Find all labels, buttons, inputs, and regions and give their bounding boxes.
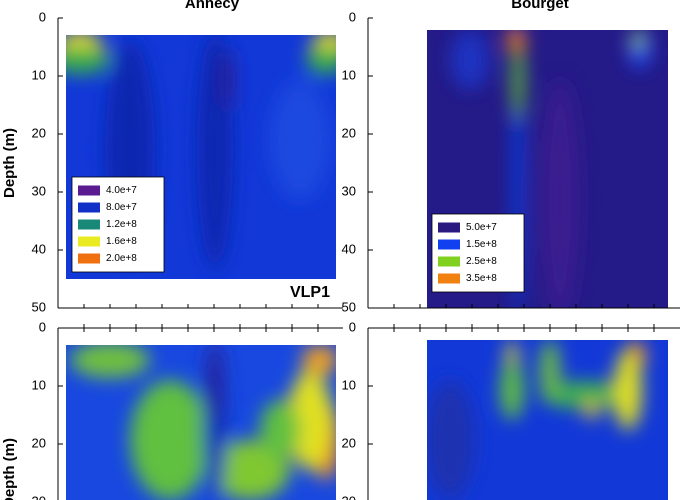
field-blob	[540, 340, 560, 400]
legend-label: 3.5e+8	[466, 273, 497, 284]
y-tick-label: 0	[349, 319, 356, 334]
legend-swatch	[78, 253, 100, 264]
y-tick-label: 40	[32, 241, 46, 256]
y-tick-label: 50	[32, 299, 46, 314]
y-tick-label: 0	[39, 9, 46, 24]
legend-label: 1.5e+8	[466, 239, 497, 250]
contour-field	[427, 340, 668, 500]
y-tick-label: 20	[342, 125, 356, 140]
field-blobs	[427, 340, 646, 500]
y-tick-label: 0	[349, 9, 356, 24]
field-blob	[633, 30, 643, 50]
legend-swatch	[438, 273, 460, 284]
field-blob	[70, 345, 150, 378]
field-blob	[222, 50, 234, 110]
legend-swatch	[78, 219, 100, 230]
field-blob	[512, 40, 524, 120]
field-blob	[540, 381, 630, 409]
field-blob	[203, 345, 227, 500]
legend-label: 1.2e+8	[106, 219, 137, 230]
field-blob	[586, 400, 598, 420]
y-tick-label: 10	[342, 377, 356, 392]
field-blob	[450, 30, 490, 90]
y-tick-label: 40	[342, 241, 356, 256]
field-blob	[507, 30, 525, 52]
y-tick-label: 20	[32, 435, 46, 450]
legend-swatch	[438, 256, 460, 267]
y-tick-label: 30	[32, 493, 46, 500]
legend-label: 8.0e+7	[106, 202, 137, 213]
y-tick-label: 0	[39, 319, 46, 334]
legend-label: 4.0e+7	[106, 185, 137, 196]
legend-label: 2.0e+8	[106, 253, 137, 264]
field-blob	[260, 400, 300, 460]
legend-swatch	[78, 185, 100, 196]
field-blob	[130, 380, 210, 500]
y-tick-label: 50	[342, 299, 356, 314]
field-blob	[500, 360, 524, 420]
legend-label: 2.5e+8	[466, 256, 497, 267]
field-blob	[427, 380, 475, 500]
field-blobs	[70, 345, 336, 500]
field-blob	[540, 80, 580, 308]
legend-swatch	[438, 222, 460, 233]
y-tick-label: 20	[32, 125, 46, 140]
y-tick-label: 10	[342, 67, 356, 82]
y-tick-label: 30	[342, 183, 356, 198]
panel-title: Annecy	[185, 0, 240, 12]
legend-swatch	[78, 236, 100, 247]
y-tick-label: 10	[32, 377, 46, 392]
field-blob	[306, 46, 336, 74]
annotation: VLP1	[290, 284, 330, 301]
legend-swatch	[78, 202, 100, 213]
y-tick-label: 30	[342, 493, 356, 500]
field-blob	[302, 345, 336, 375]
field-blob	[614, 350, 642, 430]
legend-label: 1.6e+8	[106, 236, 137, 247]
legend-label: 5.0e+7	[466, 222, 497, 233]
y-tick-label: 30	[32, 183, 46, 198]
y-axis-label: Depth (m)	[1, 128, 18, 198]
field-blob	[288, 370, 332, 470]
legend-swatch	[438, 239, 460, 250]
contour-field	[66, 345, 336, 500]
y-tick-label: 10	[32, 67, 46, 82]
y-tick-label: 20	[342, 435, 356, 450]
y-axis-label: Depth (m)	[1, 438, 18, 500]
panel-title: Bourget	[511, 0, 569, 12]
field-blob	[209, 345, 221, 420]
field-blob	[66, 46, 110, 74]
field-blob	[270, 80, 330, 200]
